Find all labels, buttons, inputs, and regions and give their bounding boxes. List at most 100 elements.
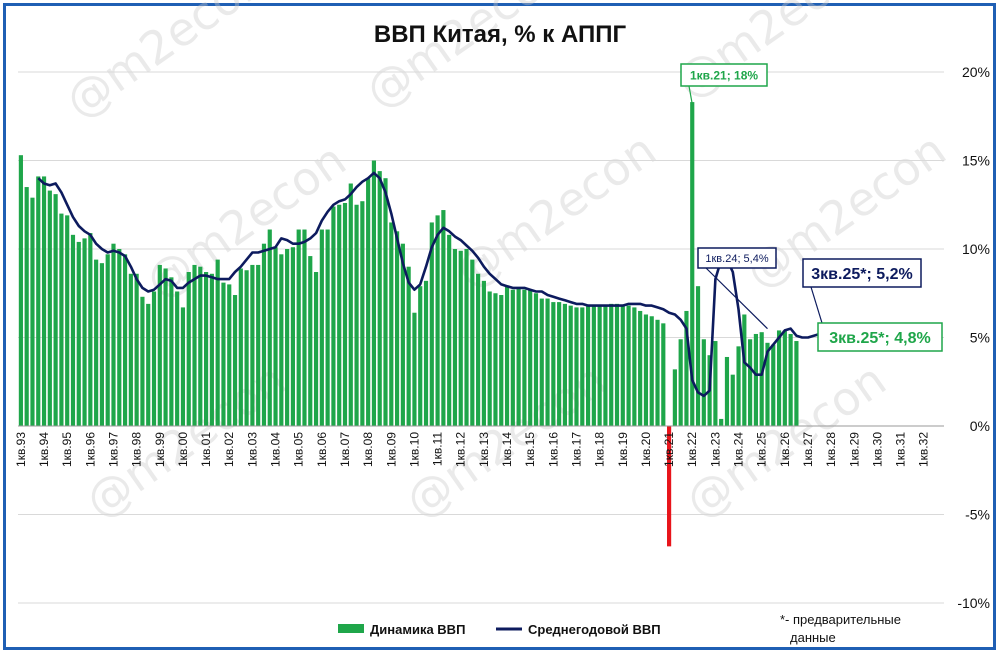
bar — [186, 272, 191, 426]
annotation-label: 1кв.24; 5,4% — [705, 253, 768, 265]
bar — [65, 215, 70, 426]
bar — [302, 229, 307, 426]
x-tick-label: 1кв.21 — [662, 432, 676, 467]
annotation-label: 3кв.25*; 4,8% — [829, 330, 930, 347]
x-axis-ticks: 1кв.93 1кв.94 1кв.95 1кв.96 1кв.97 1кв.98 1кв.… — [14, 432, 931, 467]
bar — [47, 190, 52, 426]
bar — [377, 171, 382, 426]
x-tick-label: 1кв.01 — [199, 432, 213, 467]
bar — [250, 264, 255, 426]
series-bars — [18, 102, 799, 547]
bar — [412, 312, 417, 426]
bar — [441, 210, 446, 426]
bar — [585, 305, 591, 426]
bar — [765, 342, 770, 426]
watermark: @m2econ — [445, 122, 665, 299]
bar — [614, 303, 620, 426]
bar — [354, 204, 359, 426]
bar — [163, 268, 168, 426]
x-tick-label: 1кв.03 — [245, 432, 259, 467]
x-tick-label: 1кв.32 — [917, 432, 931, 467]
bar — [418, 286, 423, 426]
bar — [429, 222, 434, 426]
bar — [591, 305, 596, 426]
legend-label-bar: Динамика ВВП — [370, 622, 465, 637]
bar — [458, 250, 463, 426]
bar — [655, 319, 660, 426]
bar — [313, 272, 319, 426]
y-tick-label: 0% — [970, 418, 990, 434]
legend-swatch-bar — [338, 624, 364, 633]
x-tick-label: 1кв.96 — [83, 432, 97, 467]
footnote-line-2: данные — [790, 630, 836, 645]
x-tick-label: 1кв.07 — [338, 432, 352, 467]
bar — [603, 305, 608, 426]
bar — [325, 229, 330, 426]
y-tick-label: 10% — [962, 241, 990, 257]
bar — [771, 344, 776, 426]
bar — [256, 264, 261, 426]
bar — [487, 291, 492, 426]
x-tick-label: 1кв.18 — [593, 432, 607, 467]
bar — [94, 259, 99, 426]
bar — [308, 256, 313, 426]
annotation-box — [697, 247, 777, 269]
bar — [736, 346, 741, 426]
watermark: @m2econ — [355, 0, 575, 119]
bar — [198, 266, 203, 426]
bar — [661, 323, 666, 426]
bar — [522, 289, 527, 426]
bar — [394, 231, 400, 426]
bar — [638, 310, 643, 426]
y-tick-label: -10% — [957, 595, 990, 611]
y-tick-label: 20% — [962, 64, 990, 80]
bar — [400, 243, 405, 426]
bar — [24, 187, 29, 426]
bar — [794, 341, 799, 426]
bar — [342, 202, 348, 426]
bar — [383, 178, 388, 426]
bar — [684, 310, 689, 426]
bar — [481, 280, 486, 426]
x-tick-label: 1кв.05 — [292, 432, 306, 467]
bar — [742, 314, 747, 426]
bar — [59, 213, 64, 426]
bar — [690, 102, 695, 426]
x-tick-label: 1кв.23 — [708, 432, 722, 467]
bar — [406, 266, 411, 426]
bar — [128, 273, 133, 426]
x-tick-label: 1кв.30 — [870, 432, 884, 467]
x-tick-label: 1кв.25 — [755, 432, 769, 467]
bar — [452, 249, 458, 426]
bar — [53, 194, 58, 426]
bar — [562, 303, 568, 426]
bar — [389, 222, 394, 426]
x-tick-label: 1кв.20 — [639, 432, 653, 467]
bar — [782, 330, 787, 426]
bar — [30, 197, 35, 426]
x-tick-label: 1кв.28 — [824, 432, 838, 467]
bar — [227, 284, 232, 426]
bar — [695, 286, 701, 426]
x-tick-label: 1кв.13 — [477, 432, 491, 467]
bar — [232, 295, 238, 426]
bar — [609, 303, 614, 426]
legend: Динамика ВВП Среднегодовой ВВП — [338, 622, 661, 637]
bar — [146, 303, 151, 426]
annotation-box — [680, 63, 768, 87]
y-tick-label: 5% — [970, 330, 990, 346]
x-tick-label: 1кв.00 — [176, 432, 190, 467]
bar — [169, 277, 174, 426]
bar — [447, 234, 452, 426]
bar — [209, 273, 214, 426]
bar — [337, 204, 342, 426]
bar — [493, 293, 498, 426]
annotation-label: 3кв.25*; 5,2% — [811, 266, 912, 283]
bar — [776, 330, 782, 426]
bar — [504, 286, 510, 426]
x-tick-label: 1кв.31 — [894, 432, 908, 467]
bar — [76, 241, 81, 426]
annotation-box — [802, 258, 922, 288]
bar — [551, 302, 556, 426]
